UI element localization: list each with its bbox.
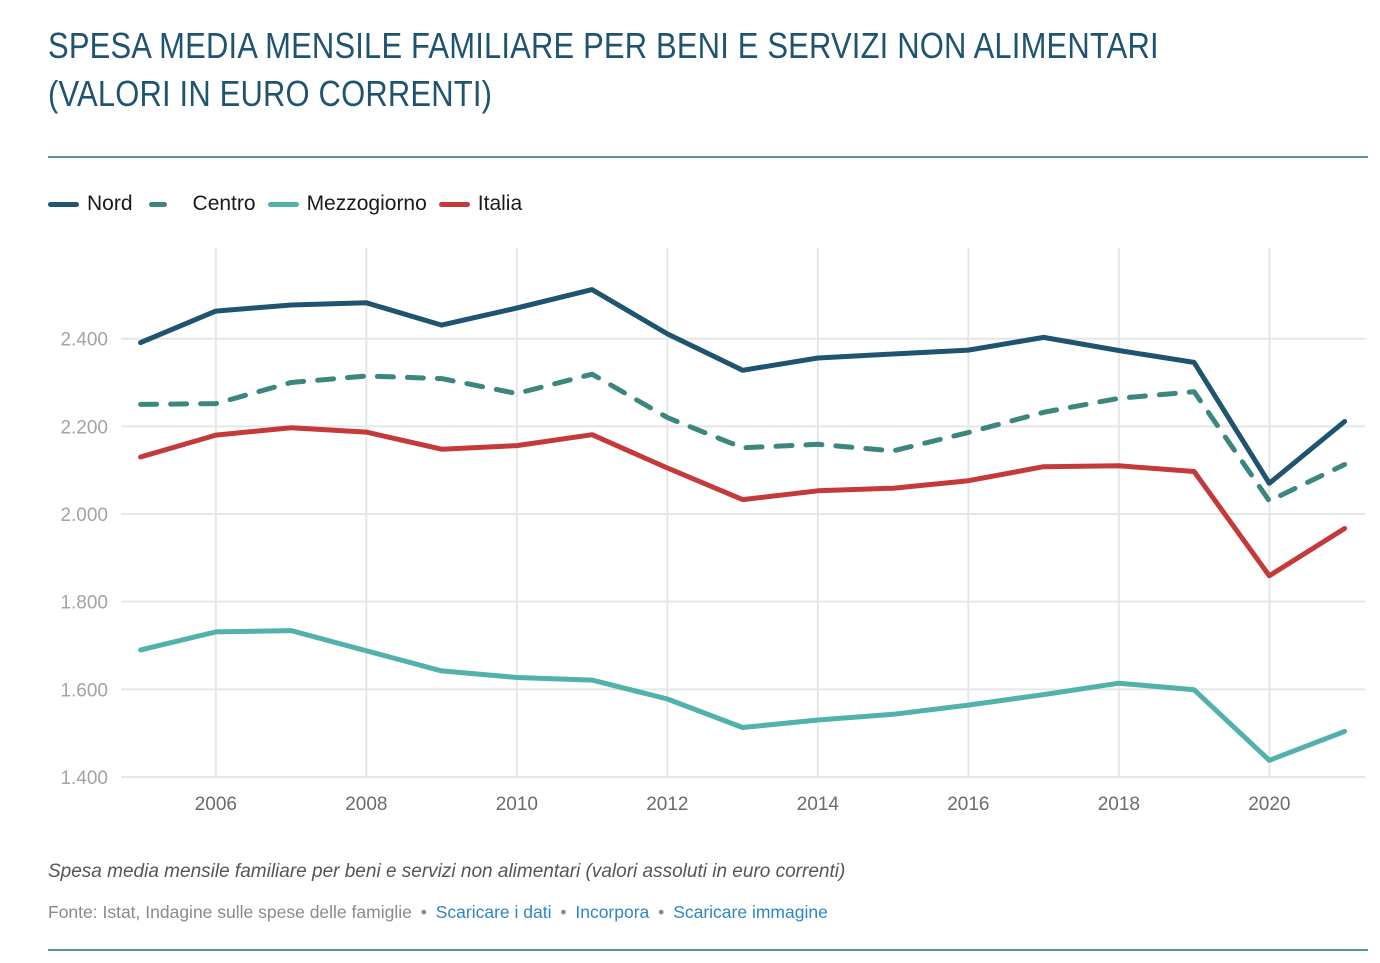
x-tick-label: 2008: [345, 794, 387, 815]
x-tick-label: 2006: [195, 794, 237, 815]
x-tick-label: 2010: [496, 794, 538, 815]
x-tick-label: 2016: [947, 794, 989, 815]
y-tick-label: 2.200: [60, 417, 108, 438]
x-tick-label: 2014: [797, 794, 840, 815]
series-line-mezzogiorno: [138, 628, 1348, 763]
legend-swatch-italia: [438, 201, 470, 207]
separator: •: [658, 902, 665, 922]
embed-link[interactable]: Incorpora: [575, 902, 650, 922]
y-tick-label: 1.800: [60, 593, 108, 614]
series-line-italia: [138, 425, 1348, 579]
legend-swatch-mezzogiorno: [267, 201, 299, 207]
y-axis-labels: 1.400 1.600 1.800 2.000 2.200 2.400: [60, 330, 108, 789]
legend-label-nord: Nord: [87, 192, 133, 215]
source-line: Fonte: Istat, Indagine sulle spese delle…: [48, 902, 828, 923]
legend-item-italia[interactable]: Italia: [438, 192, 523, 216]
legend: Nord Centro Mezzogiorno Italia: [48, 192, 534, 216]
series-lines: [138, 287, 1348, 763]
download-data-link[interactable]: Scaricare i dati: [435, 902, 552, 922]
series-line-centro: [138, 371, 1348, 504]
legend-swatch-centro: [148, 201, 167, 207]
x-tick-label: 2018: [1098, 794, 1140, 815]
x-gridlines: [214, 248, 1271, 777]
x-tick-label: 2012: [646, 794, 688, 815]
legend-label-centro: Centro: [192, 192, 256, 215]
separator: •: [420, 902, 427, 922]
y-gridlines: [121, 337, 1365, 778]
y-tick-label: 1.400: [60, 768, 108, 789]
y-tick-label: 1.600: [60, 680, 108, 701]
legend-swatch-nord: [48, 201, 79, 207]
legend-label-mezzogiorno: Mezzogiorno: [306, 192, 427, 215]
legend-item-mezzogiorno[interactable]: Mezzogiorno: [267, 192, 427, 216]
download-image-link[interactable]: Scaricare immagine: [673, 902, 828, 922]
x-axis-labels: 2006 2008 2010 2012 2014 2016 2018 2020: [195, 794, 1291, 815]
chart-caption: Spesa media mensile familiare per beni e…: [48, 861, 846, 882]
separator: •: [560, 902, 567, 922]
series-line-nord: [138, 287, 1348, 486]
chart-title: SPESA MEDIA MENSILE FAMILIARE PER BENI E…: [48, 25, 1159, 114]
y-tick-label: 2.400: [60, 330, 108, 351]
x-tick-label: 2020: [1248, 794, 1290, 815]
legend-item-nord[interactable]: Nord: [48, 192, 133, 216]
legend-label-italia: Italia: [477, 192, 523, 215]
footer-divider: [48, 949, 1368, 951]
y-tick-label: 2.000: [60, 505, 108, 526]
legend-item-centro[interactable]: Centro: [145, 192, 256, 216]
source-text: Fonte: Istat, Indagine sulle spese delle…: [48, 902, 412, 922]
title-divider: [48, 156, 1368, 158]
